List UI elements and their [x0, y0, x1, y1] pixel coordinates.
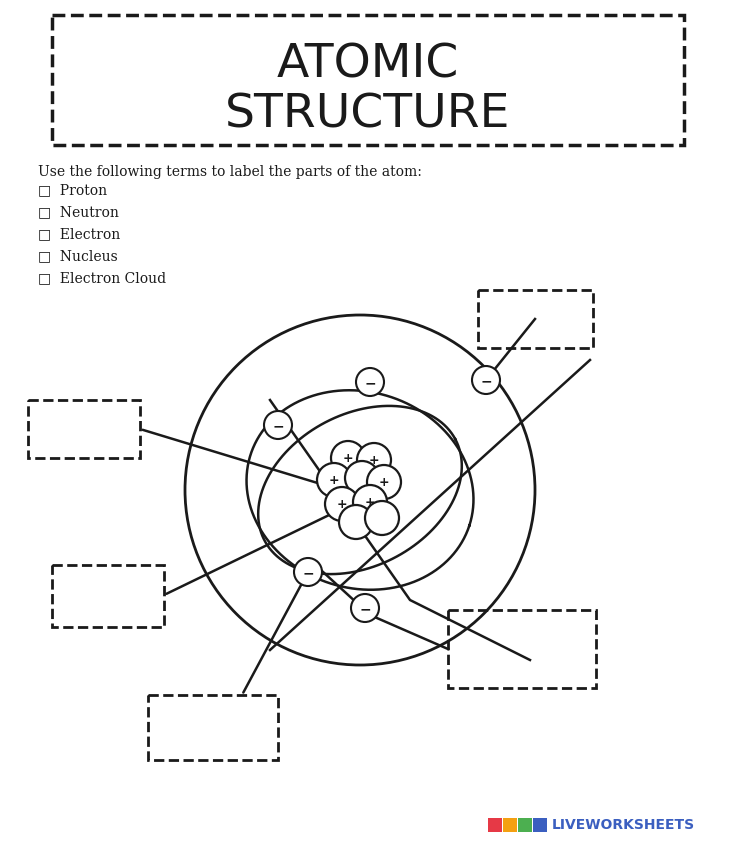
Circle shape — [317, 463, 351, 497]
Text: +: + — [343, 451, 353, 464]
Bar — [28, 400, 140, 458]
Text: STRUCTURE: STRUCTURE — [225, 93, 511, 138]
Circle shape — [345, 461, 379, 495]
Circle shape — [353, 485, 387, 519]
Bar — [503, 818, 517, 832]
Text: LIVEWORKSHEETS: LIVEWORKSHEETS — [552, 818, 695, 832]
Circle shape — [356, 368, 384, 396]
Bar — [52, 15, 684, 145]
Text: +: + — [336, 497, 347, 511]
Bar — [478, 290, 593, 348]
Text: □  Proton: □ Proton — [38, 183, 107, 197]
Text: −: − — [302, 566, 314, 580]
Text: □  Electron: □ Electron — [38, 227, 120, 241]
Text: −: − — [480, 374, 492, 388]
Text: □  Nucleus: □ Nucleus — [38, 249, 118, 263]
Text: −: − — [359, 602, 371, 616]
Text: □  Neutron: □ Neutron — [38, 205, 119, 219]
Bar — [518, 818, 532, 832]
Text: +: + — [364, 496, 375, 508]
Text: □  Electron Cloud: □ Electron Cloud — [38, 271, 166, 285]
Circle shape — [331, 441, 365, 475]
Circle shape — [472, 366, 500, 394]
Text: −: − — [364, 376, 376, 390]
Text: −: − — [272, 419, 284, 433]
Circle shape — [264, 411, 292, 439]
Text: +: + — [369, 454, 379, 467]
Circle shape — [357, 443, 391, 477]
Circle shape — [325, 487, 359, 521]
Text: +: + — [329, 473, 339, 486]
Bar — [148, 695, 278, 760]
Circle shape — [367, 465, 401, 499]
Bar — [533, 818, 547, 832]
Text: ATOMIC: ATOMIC — [277, 42, 459, 88]
Bar — [52, 565, 164, 627]
Text: Use the following terms to label the parts of the atom:: Use the following terms to label the par… — [38, 165, 422, 179]
Circle shape — [351, 594, 379, 622]
Bar — [448, 610, 596, 688]
Circle shape — [339, 505, 373, 539]
Circle shape — [294, 558, 322, 586]
Text: +: + — [379, 475, 389, 489]
Circle shape — [365, 501, 399, 535]
Bar — [488, 818, 502, 832]
